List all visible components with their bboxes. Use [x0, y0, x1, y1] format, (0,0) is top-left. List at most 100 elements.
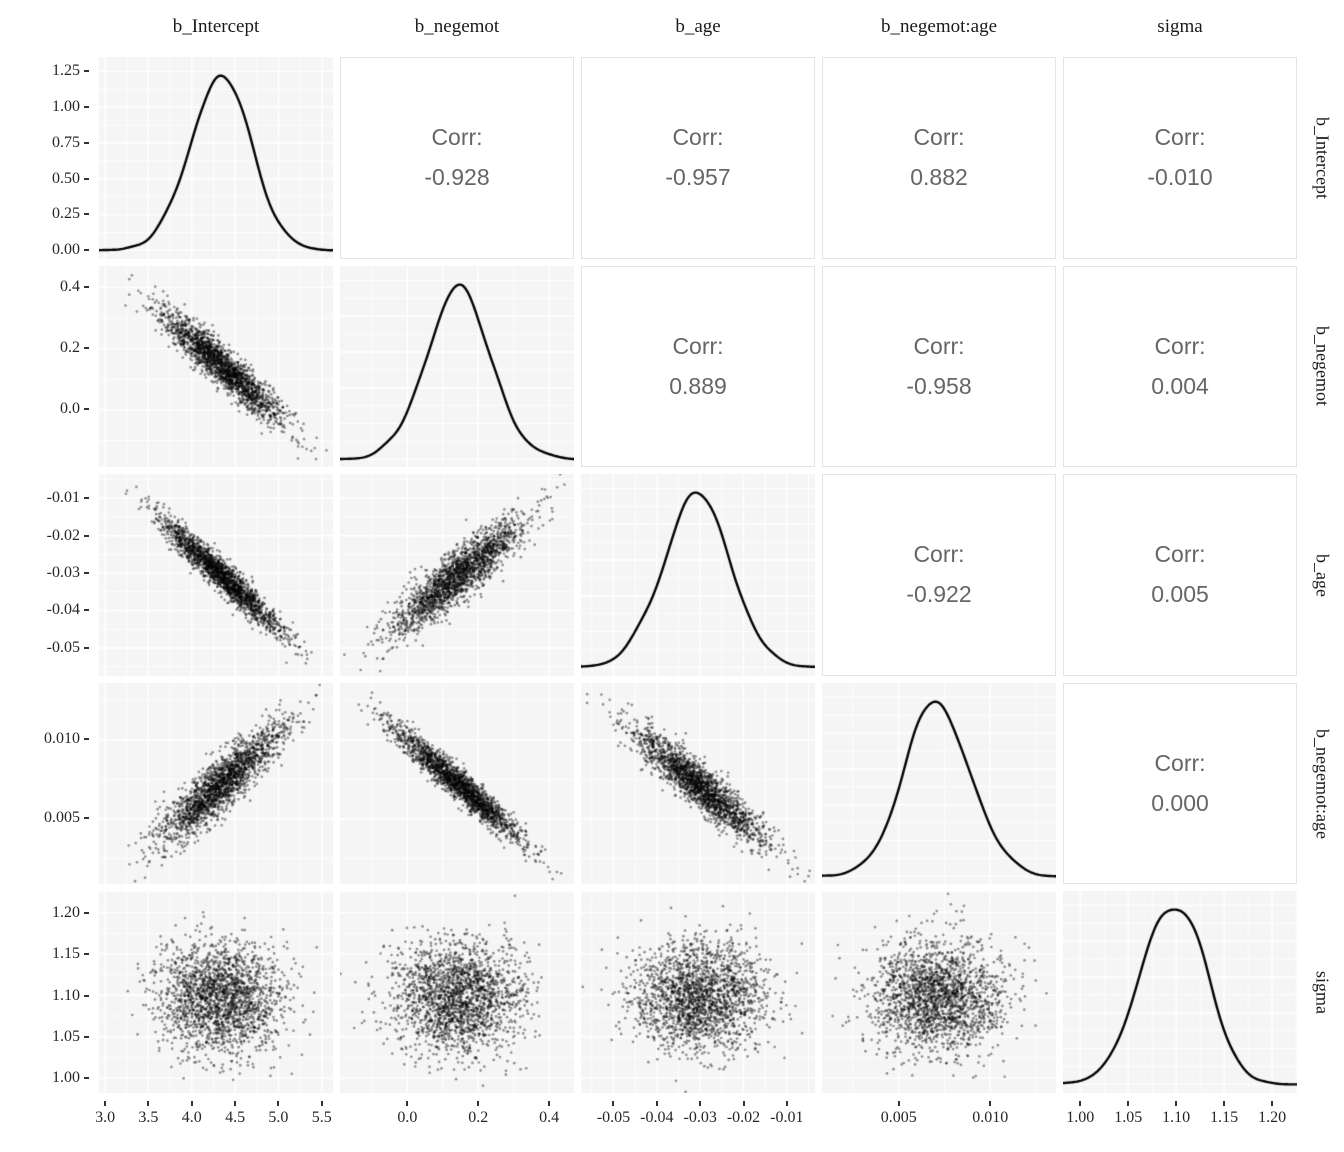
corr-value: 0.004 [1151, 372, 1209, 399]
corr-label: Corr: [913, 332, 965, 359]
scatter-panel-b_negemot-age-vs-b_negemot [340, 682, 574, 885]
corr-panel-b_negemot-x-b_negemot-age: Corr: -0.958 [822, 265, 1056, 468]
row-strip-label: b_negemot [1312, 326, 1333, 407]
y-tick-label: 1.00 [52, 98, 80, 116]
corr-label: Corr: [672, 332, 724, 359]
corr-panel-b_negemot-x-sigma: Corr: 0.004 [1063, 265, 1297, 468]
x-tick-label: -0.03 [683, 1109, 717, 1126]
density-panel-b_Intercept [99, 57, 333, 259]
y-tick-mark [84, 738, 89, 741]
y-tick-label: 0.50 [52, 169, 80, 187]
y-tick-mark [84, 534, 89, 537]
x-tick-label: 1.10 [1162, 1109, 1191, 1126]
corr-value: 0.000 [1151, 790, 1209, 817]
y-axis-sigma: 1.00 1.05 1.10 1.15 1.20 [4, 891, 92, 1093]
scatter-plot [340, 474, 574, 676]
density-panel-b_age [581, 474, 815, 676]
x-tick-mark [699, 1101, 702, 1106]
x-tick-mark [1223, 1101, 1226, 1106]
corr-panel-b_age-x-sigma: Corr: 0.005 [1063, 474, 1297, 676]
corr-panel-b_Intercept-x-b_negemot: Corr: -0.928 [340, 57, 574, 259]
x-tick-label: 5.5 [311, 1109, 332, 1126]
x-tick-label: -0.04 [640, 1109, 674, 1126]
x-tick-label: 1.05 [1114, 1109, 1143, 1126]
corr-value: -0.928 [424, 164, 490, 191]
x-tick-mark [277, 1101, 280, 1106]
corr-label: Corr: [431, 124, 483, 150]
x-tick-label: -0.02 [726, 1109, 761, 1126]
y-tick-label: 1.15 [52, 945, 80, 963]
y-tick-label: 0.0 [60, 400, 80, 418]
y-tick-mark [84, 177, 89, 180]
corr-text: Corr: 0.000 [1151, 749, 1209, 817]
scatter-plot [340, 891, 574, 1093]
x-tick-mark [320, 1101, 323, 1106]
row-strip-sigma: sigma [1304, 891, 1340, 1093]
y-tick-mark [84, 1077, 89, 1080]
corr-value: -0.957 [665, 164, 731, 191]
scatter-panel-b_age-vs-b_negemot [340, 474, 574, 676]
corr-value: -0.010 [1147, 164, 1213, 191]
corr-label: Corr: [913, 541, 965, 568]
x-tick-mark [1079, 1101, 1082, 1106]
y-tick-mark [84, 646, 89, 649]
y-tick-mark [84, 817, 89, 820]
corner-spacer [1304, 1100, 1340, 1148]
y-tick-label: 0.4 [60, 277, 80, 295]
y-tick-mark [84, 994, 89, 997]
scatter-plot [99, 891, 333, 1093]
y-tick-label: 0.75 [52, 133, 80, 151]
x-tick-mark [477, 1101, 480, 1106]
x-axis-b_negemot: 0.0 0.2 0.4 [340, 1100, 574, 1148]
corner-spacer [1304, 4, 1340, 50]
y-tick-mark [84, 953, 89, 956]
corr-text: Corr: -0.958 [906, 332, 971, 400]
scatter-plot [822, 891, 1056, 1093]
x-tick-label: 0.2 [468, 1109, 489, 1126]
x-tick-mark [785, 1101, 788, 1106]
row-strip-label: b_negemot:age [1312, 728, 1333, 839]
x-tick-mark [612, 1101, 615, 1106]
x-tick-mark [548, 1101, 551, 1106]
scatter-panel-sigma-vs-b_negemot [340, 891, 574, 1093]
corr-panel-b_Intercept-x-sigma: Corr: -0.010 [1063, 57, 1297, 259]
y-axis-b_age: -0.05 -0.04 -0.03 -0.02 -0.01 [4, 474, 92, 676]
y-tick-label: 0.00 [52, 241, 80, 258]
corr-panel-b_negemot-x-b_age: Corr: 0.889 [581, 265, 815, 468]
scatter-panel-sigma-vs-b_negemot-age [822, 891, 1056, 1093]
x-tick-label: 3.0 [95, 1109, 116, 1126]
y-tick-label: 1.25 [52, 62, 80, 80]
corr-label: Corr: [913, 124, 965, 150]
x-axis-b_negemot-age: 0.005 0.010 [822, 1100, 1056, 1148]
scatter-plot [99, 682, 333, 885]
density-curve-b_negemot [340, 265, 574, 468]
y-tick-mark [84, 70, 89, 73]
y-tick-mark [84, 572, 89, 575]
corr-label: Corr: [1154, 541, 1206, 568]
scatter-plot [340, 682, 574, 885]
corr-label: Corr: [1154, 749, 1206, 776]
scatter-plot [99, 265, 333, 468]
corr-value: -0.922 [906, 581, 972, 608]
corr-label: Corr: [1154, 124, 1206, 150]
x-axis-sigma: 1.00 1.05 1.10 1.15 1.20 [1063, 1100, 1297, 1148]
corr-text: Corr: -0.010 [1147, 124, 1213, 191]
corner-spacer [4, 4, 92, 50]
x-tick-label: -0.05 [596, 1109, 631, 1126]
column-title-b_negemot-age: b_negemot:age [880, 16, 998, 37]
corr-label: Corr: [672, 124, 724, 150]
density-curve-b_Intercept [99, 57, 333, 259]
y-tick-label: 0.25 [52, 205, 80, 223]
density-curve-b_age [581, 474, 815, 676]
x-tick-label: 1.00 [1066, 1109, 1095, 1126]
y-tick-label: 0.005 [44, 809, 80, 827]
column-title-b_age: b_age [675, 16, 721, 37]
row-strip-label: b_age [1312, 553, 1333, 597]
x-tick-mark [190, 1101, 193, 1106]
corr-value: 0.889 [669, 372, 727, 399]
density-curve-sigma [1063, 891, 1297, 1093]
y-tick-mark [84, 911, 89, 914]
x-tick-label: 0.010 [972, 1109, 1009, 1126]
y-tick-label: -0.01 [46, 489, 80, 507]
